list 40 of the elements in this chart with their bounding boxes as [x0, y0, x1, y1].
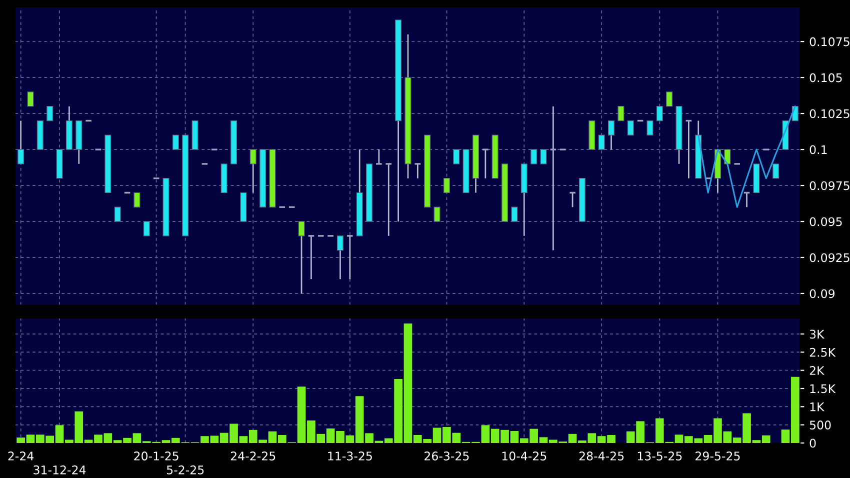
candlestick [666, 92, 673, 107]
y-tick-label: 1.5K [810, 384, 836, 394]
x-tick-label: 28-4-25 [579, 452, 624, 460]
y-tick-label: 500 [810, 420, 831, 430]
y-tick-label: 0.09 [810, 289, 834, 298]
x-tick-label: 31-12-24 [34, 465, 86, 474]
y-tick-label: 0 [810, 438, 816, 448]
x-tick-label: 29-5-25 [696, 452, 740, 460]
y-tick-label: 0.105 [810, 73, 842, 82]
line-series [698, 106, 796, 208]
candlestick [134, 192, 140, 208]
candlestick [384, 163, 392, 237]
x-tick-label: 11-3-25 [328, 452, 372, 460]
candlestick [549, 106, 557, 251]
y-tick-label: 2K [810, 366, 825, 375]
y-tick-label: 0.1025 [810, 109, 850, 118]
candlestick [346, 235, 354, 280]
x-tick-label: 5-2-25 [166, 465, 204, 474]
y-tick-label: 0.0975 [810, 181, 850, 190]
x-tick-label: 20-1-25 [134, 452, 178, 460]
candlestick [375, 148, 383, 165]
candlestick [627, 120, 634, 136]
y-tick-label: 0.0925 [810, 253, 850, 262]
candlestick [568, 192, 576, 208]
x-tick-label: 10-4-25 [502, 452, 546, 460]
x-tick-label: 2-24 [8, 452, 34, 460]
y-tick-label: 0.095 [810, 217, 842, 226]
y-tick-label: 0.1075 [810, 37, 850, 46]
candlestick [414, 163, 422, 180]
y-tick-label: 3K [810, 330, 825, 339]
x-tick-label: 26-3-25 [424, 452, 469, 460]
candlestick [646, 120, 654, 136]
y-tick-label: 0.1 [810, 145, 827, 154]
x-tick-label: 13-5-25 [638, 452, 682, 460]
y-tick-label: 2.5K [810, 348, 836, 357]
candlestick [27, 92, 34, 107]
candlestick [482, 148, 490, 180]
x-tick-label: 24-2-25 [230, 452, 276, 460]
y-tick-label: 1K [810, 402, 825, 412]
candlestick [772, 163, 780, 180]
